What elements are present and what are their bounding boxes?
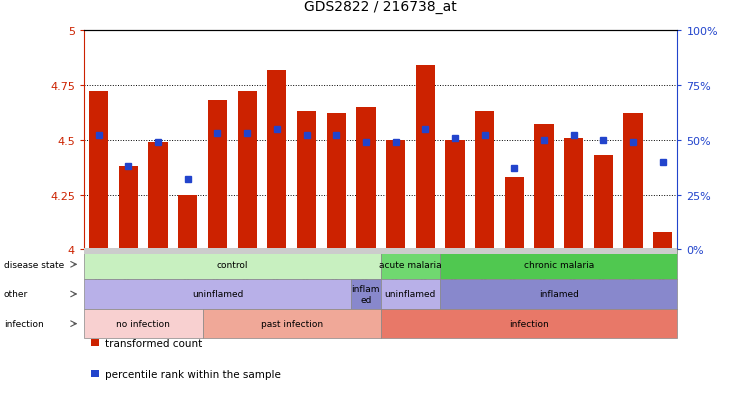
Text: past infection: past infection [261,319,323,328]
Bar [504,178,524,250]
Text: inflamed: inflamed [539,290,579,299]
Bar [267,70,286,250]
Text: other: other [4,290,28,299]
Bar [208,101,227,250]
Bar [386,140,405,250]
Text: transformed count: transformed count [105,338,202,348]
Text: GDS2822 / 216738_at: GDS2822 / 216738_at [304,0,457,14]
Bar [534,125,553,250]
Text: uninflamed: uninflamed [385,290,436,299]
Bar [653,233,672,250]
Text: uninflamed: uninflamed [192,290,243,299]
Text: chronic malaria: chronic malaria [523,260,594,269]
Bar [178,195,197,250]
Bar [475,112,494,250]
Bar [623,114,642,250]
Text: no infection: no infection [116,319,170,328]
Text: acute malaria: acute malaria [379,260,442,269]
Bar [415,66,435,250]
Bar [356,107,375,250]
Text: inflam
ed: inflam ed [352,285,380,304]
Bar [148,142,168,250]
Text: percentile rank within the sample: percentile rank within the sample [105,369,281,379]
Bar [297,112,316,250]
Bar [326,114,346,250]
Bar [237,92,257,250]
Bar [119,167,138,250]
Bar [445,140,464,250]
Text: infection: infection [510,319,549,328]
Bar [593,156,613,250]
Text: control: control [217,260,248,269]
Text: disease state: disease state [4,260,64,269]
Bar [89,92,109,250]
Bar [564,138,583,250]
Text: infection: infection [4,319,43,328]
